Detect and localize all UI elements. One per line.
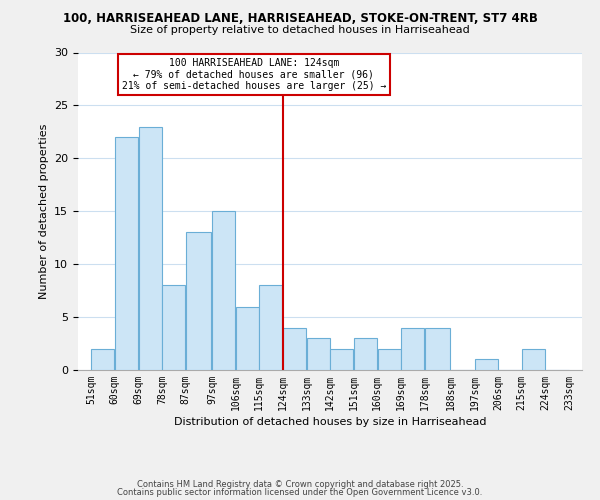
Bar	[163, 286, 185, 370]
Bar	[236, 306, 259, 370]
Text: Size of property relative to detached houses in Harriseahead: Size of property relative to detached ho…	[130, 25, 470, 35]
Text: 100, HARRISEAHEAD LANE, HARRISEAHEAD, STOKE-ON-TRENT, ST7 4RB: 100, HARRISEAHEAD LANE, HARRISEAHEAD, ST…	[62, 12, 538, 26]
Text: Contains HM Land Registry data © Crown copyright and database right 2025.: Contains HM Land Registry data © Crown c…	[137, 480, 463, 489]
Bar	[283, 328, 306, 370]
Bar	[425, 328, 451, 370]
Bar	[115, 137, 138, 370]
Y-axis label: Number of detached properties: Number of detached properties	[38, 124, 49, 299]
Bar	[475, 360, 497, 370]
Text: 100 HARRISEAHEAD LANE: 124sqm
← 79% of detached houses are smaller (96)
21% of s: 100 HARRISEAHEAD LANE: 124sqm ← 79% of d…	[122, 58, 386, 91]
Bar	[139, 126, 161, 370]
X-axis label: Distribution of detached houses by size in Harriseahead: Distribution of detached houses by size …	[174, 417, 486, 427]
Bar	[377, 349, 401, 370]
Bar	[354, 338, 377, 370]
Bar	[212, 211, 235, 370]
Bar	[91, 349, 115, 370]
Bar	[401, 328, 424, 370]
Bar	[259, 286, 283, 370]
Text: Contains public sector information licensed under the Open Government Licence v3: Contains public sector information licen…	[118, 488, 482, 497]
Bar	[307, 338, 329, 370]
Bar	[186, 232, 211, 370]
Bar	[522, 349, 545, 370]
Bar	[331, 349, 353, 370]
